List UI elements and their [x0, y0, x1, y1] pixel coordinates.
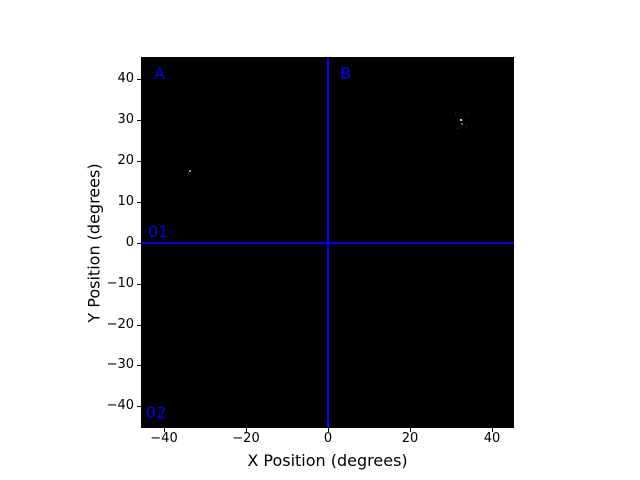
annotation-label-b: B — [340, 63, 352, 83]
annotation-label-01: 01 — [147, 221, 169, 241]
y-tick-label: 0 — [125, 235, 134, 250]
y-tick-mark — [137, 325, 141, 326]
y-tick-label: 20 — [117, 153, 134, 168]
data-point — [460, 119, 462, 121]
x-tick-mark — [246, 428, 247, 432]
crosshair-horizontal-line — [141, 242, 514, 244]
x-tick-mark — [164, 428, 165, 432]
x-tick-mark — [492, 428, 493, 432]
x-tick-label: −40 — [150, 430, 178, 446]
y-tick-label: −10 — [106, 276, 134, 291]
y-axis-label: Y Position (degrees) — [84, 162, 104, 323]
y-tick-mark — [137, 79, 141, 80]
y-tick-label: 30 — [117, 112, 134, 127]
y-tick-mark — [137, 284, 141, 285]
annotation-label-02: 02 — [145, 402, 167, 422]
annotation-label-a: A — [154, 63, 166, 83]
x-tick-label: 0 — [323, 430, 333, 446]
data-point — [188, 173, 189, 174]
y-tick-mark — [137, 406, 141, 407]
y-tick-label: 40 — [117, 71, 134, 86]
x-tick-mark — [410, 428, 411, 432]
x-axis-label: X Position (degrees) — [247, 451, 408, 470]
y-tick-label: −40 — [106, 398, 134, 413]
y-tick-mark — [137, 120, 141, 121]
y-tick-mark — [137, 365, 141, 366]
data-point — [461, 123, 463, 125]
y-tick-mark — [137, 243, 141, 244]
plot-area: A B 01 02 — [141, 57, 514, 428]
data-point — [466, 126, 467, 127]
x-tick-label: 20 — [401, 430, 419, 446]
data-point — [189, 170, 191, 172]
x-tick-label: 40 — [483, 430, 501, 446]
data-point — [467, 113, 468, 114]
y-tick-mark — [137, 202, 141, 203]
x-tick-label: −20 — [232, 430, 260, 446]
data-point — [455, 113, 456, 114]
y-tick-label: 10 — [117, 194, 134, 209]
y-tick-label: −20 — [106, 317, 134, 332]
y-tick-mark — [137, 161, 141, 162]
data-point — [457, 128, 458, 129]
x-tick-mark — [328, 428, 329, 432]
y-tick-label: −30 — [106, 357, 134, 372]
